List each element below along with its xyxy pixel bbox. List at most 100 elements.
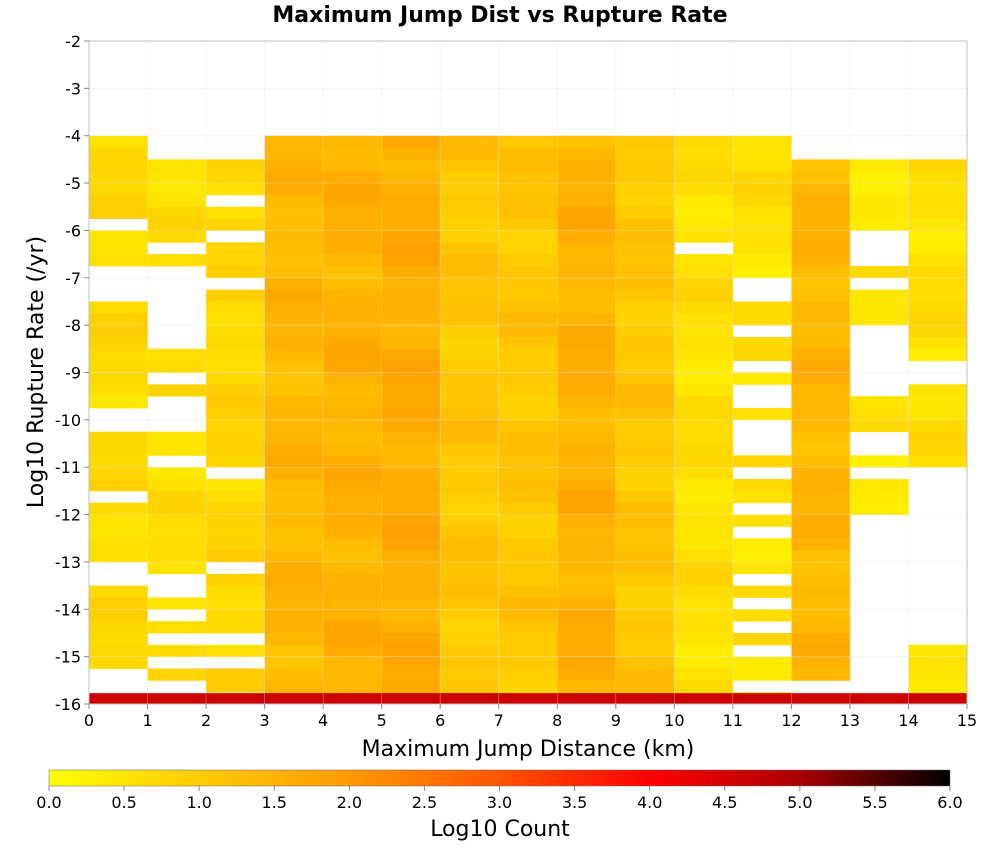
heatmap-cell [615,206,675,219]
heatmap-cell [264,242,324,255]
heatmap-cell [674,348,734,362]
heatmap-cell [557,431,617,444]
heatmap-cell [323,254,383,267]
heatmap-cell [908,206,968,219]
heatmap-cell [498,277,558,291]
y-tick-label: -16 [55,695,81,714]
heatmap-cell [381,147,441,160]
heatmap-cell [440,443,500,456]
x-tick-label: 3 [260,711,270,730]
heatmap-cell [323,194,383,208]
heatmap-cell [615,502,675,515]
heatmap-cell [498,693,558,704]
heatmap-cell [615,360,675,373]
heatmap-cell [732,585,792,598]
heatmap-cell [674,194,734,208]
colorbar-tick-label: 2.5 [412,793,437,812]
y-axis-label: Log10 Rupture Rate (/yr) [24,236,49,508]
y-tick-label: -9 [65,364,81,383]
heatmap-cell [674,597,734,610]
heatmap-cell [264,656,324,669]
heatmap-cell [908,336,968,350]
heatmap-cell [557,194,617,208]
heatmap-cell [732,171,792,184]
grid-lines [88,40,968,705]
colorbar-tick-label: 0.0 [36,793,61,812]
colorbar-tick-label: 0.5 [111,793,136,812]
heatmap-cell [615,218,675,231]
x-tick-label: 13 [840,711,860,730]
heatmap-cell [264,644,324,658]
y-tick-label: -3 [65,79,81,98]
heatmap-cell [381,573,441,587]
heatmap-cell [908,348,968,362]
heatmap-cell [440,693,500,704]
chart-title: Maximum Jump Dist vs Rupture Rate [272,3,727,28]
heatmap-cell [674,561,734,575]
heatmap-cell [323,490,383,504]
heatmap-cell [557,443,617,456]
heatmap-cell [791,585,851,598]
y-axis-ticks: -2 -3 -4 -5 -6 -7 -8 -9 -10 -11 -12 -13 -14 -15 -16 [55,32,89,714]
heatmap-cell [791,265,851,279]
heatmap-cell [674,644,734,658]
heatmap-cell [498,479,558,492]
heatmap-cell [615,183,675,196]
heatmap-cell [147,431,207,444]
heatmap-cell [615,336,675,350]
heatmap-cell [557,396,617,409]
heatmap-cell [498,301,558,314]
heatmap-cell [674,313,734,326]
heatmap-cell [323,218,383,231]
heatmap-cell [615,301,675,314]
heatmap-cell [557,632,617,646]
heatmap-cell [89,455,148,468]
heatmap-cell [849,218,909,231]
heatmap-cell [147,384,207,397]
heatmap-cell [440,230,500,243]
heatmap-cell [147,467,207,480]
heatmap-cell [381,419,441,433]
heatmap-cell [791,597,851,610]
heatmap-cell [791,289,851,302]
heatmap-cell [206,644,265,658]
heatmap-cell [557,135,617,148]
heatmap-cell [206,550,265,563]
heatmap-cell [89,147,148,160]
colorbar-tick-label: 5.0 [787,793,812,812]
x-tick-label: 1 [142,711,152,730]
x-tick-label: 5 [377,711,387,730]
heatmap-cell [323,159,383,172]
heatmap-cell [674,514,734,527]
heatmap-cell [381,171,441,184]
heatmap-cell [498,325,558,338]
heatmap-cell [264,171,324,184]
heatmap-cell [674,325,734,338]
heatmap-cell [440,277,500,291]
heatmap-cell [791,396,851,409]
heatmap-cell [381,668,441,681]
heatmap-cell [732,183,792,196]
heatmap-cell [323,526,383,539]
heatmap-cell [557,609,617,622]
heatmap-cell [908,230,968,243]
heatmap-cell [557,159,617,172]
heatmap-cell [147,644,207,658]
heatmap-cell [908,656,968,669]
heatmap-cell [557,668,617,681]
heatmap-cell [615,325,675,338]
heatmap-cell [381,693,441,704]
heatmap-cell [206,419,265,433]
heatmap-cell [849,194,909,208]
heatmap-cell [557,561,617,575]
heatmap-cell [791,348,851,362]
heatmap-cell [89,431,148,444]
heatmap-cell [849,265,909,279]
heatmap-cell [498,372,558,385]
heatmap-cell [206,514,265,527]
heatmap-cell [323,171,383,184]
heatmap-cell [381,313,441,326]
heatmap-cell [264,597,324,610]
heatmap-cell [381,632,441,646]
heatmap-cell [615,265,675,279]
